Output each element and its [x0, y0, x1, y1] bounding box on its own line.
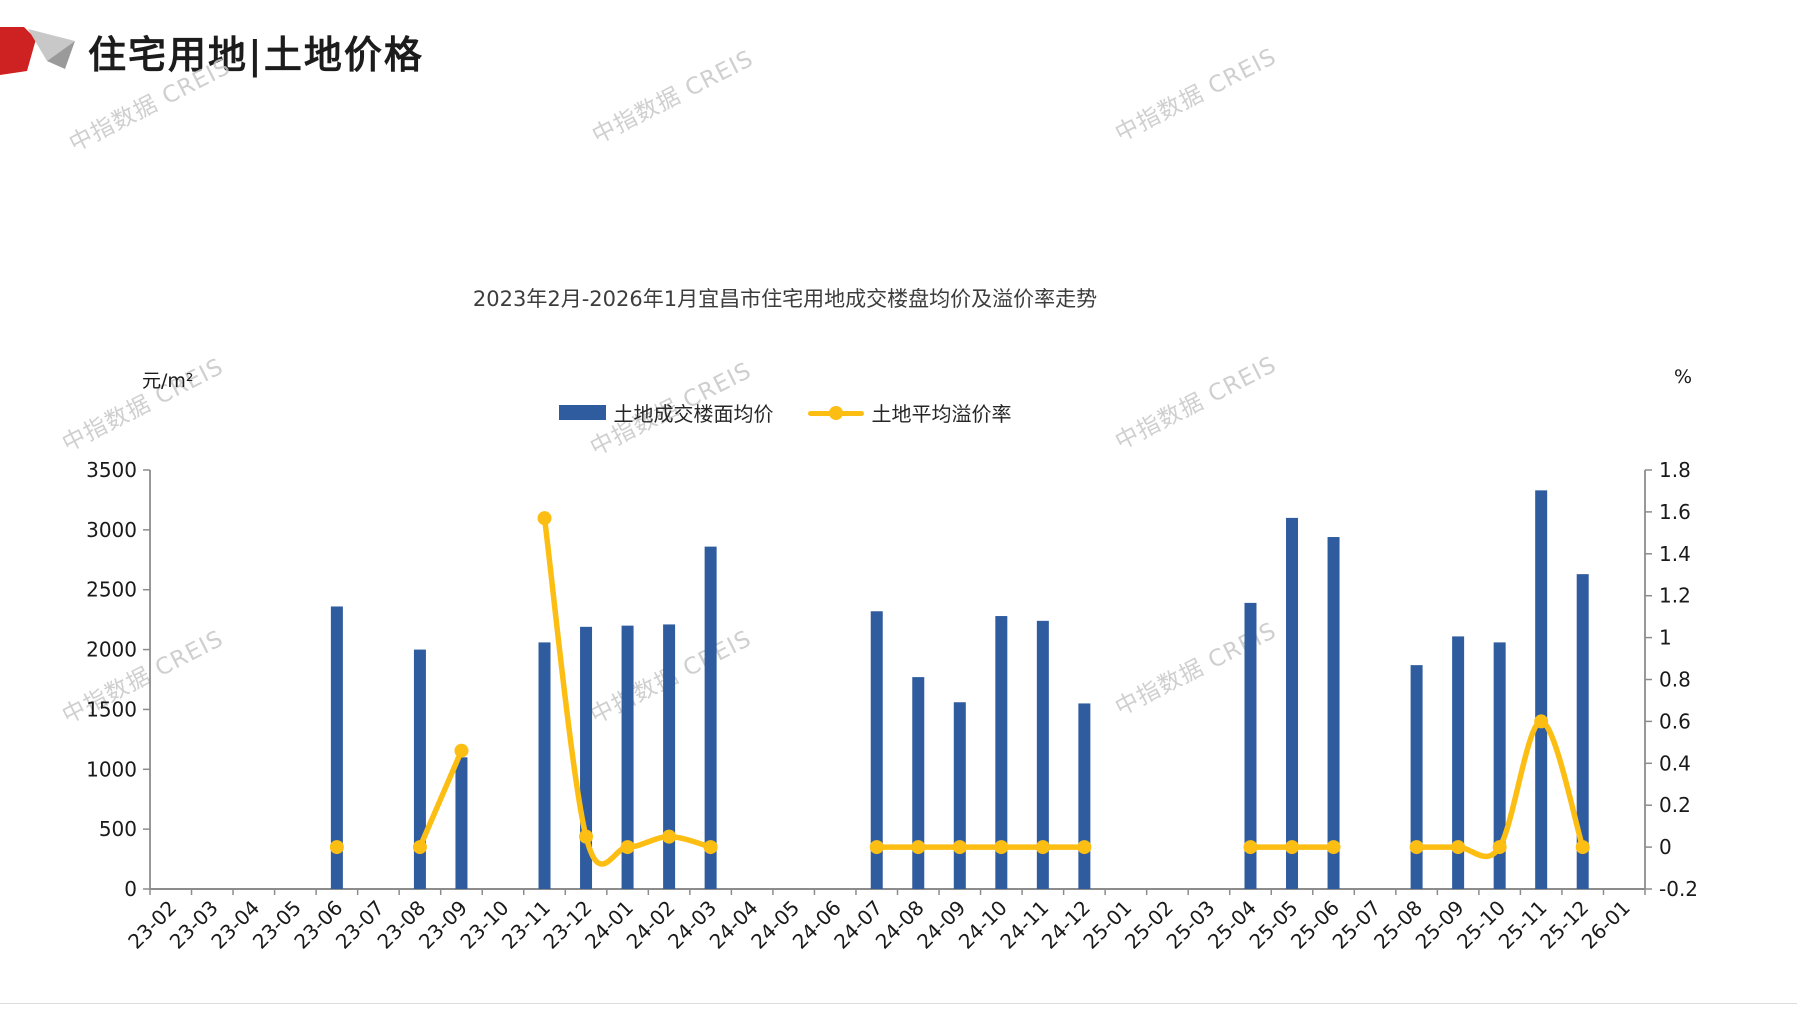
premium-rate-line: [329, 511, 1590, 867]
right-axis-tick-label: 1.6: [1659, 500, 1691, 524]
tick-marks: [143, 469, 1652, 895]
page-title: 住宅用地|土地价格: [88, 31, 424, 77]
right-axis-tick-label: -0.2: [1659, 877, 1698, 901]
left-axis-tick-label: 2500: [86, 578, 137, 602]
legend-item-line: 土地平均溢价率: [807, 398, 1012, 427]
premium-point-24-09: [952, 840, 967, 855]
premium-point-24-11: [1035, 840, 1050, 855]
premium-point-23-09: [454, 743, 469, 758]
bar-25-11: [1535, 490, 1548, 889]
bar-25-04: [1244, 602, 1257, 889]
bar-23-06: [330, 606, 343, 889]
right-axis-tick-label: 0: [1659, 835, 1672, 859]
chart-legend: 土地成交楼面均价 土地平均溢价率: [0, 398, 1570, 427]
left-axis-tick-label: 500: [99, 817, 137, 841]
bar-23-09: [455, 757, 468, 889]
footer-divider: [0, 1003, 1797, 1004]
bar-25-10: [1493, 642, 1506, 889]
premium-point-25-05: [1285, 840, 1300, 855]
premium-point-25-11: [1534, 714, 1549, 729]
right-axis-tick-label: 0.8: [1659, 668, 1691, 692]
bar-24-03: [704, 546, 717, 889]
premium-point-25-06: [1326, 840, 1341, 855]
premium-point-24-03: [703, 840, 718, 855]
bar-24-11: [1036, 620, 1049, 889]
left-axis-unit: 元/m²: [142, 370, 194, 392]
line-series-label: 土地平均溢价率: [871, 402, 1012, 426]
left-axis-tick-label: 3500: [86, 458, 137, 482]
right-axis-tick-label: 0.4: [1659, 751, 1691, 775]
premium-point-23-08: [412, 840, 427, 855]
premium-point-24-10: [994, 840, 1009, 855]
premium-point-25-08: [1409, 840, 1424, 855]
right-axis-tick-label: 1: [1659, 626, 1672, 650]
premium-point-23-06: [329, 840, 344, 855]
bars-series: [330, 490, 1589, 889]
left-axis-tick-label: 1500: [86, 697, 137, 721]
bar-24-01: [621, 625, 634, 889]
left-axis-tick-label: 1000: [86, 757, 137, 781]
premium-point-25-04: [1243, 840, 1258, 855]
right-axis-unit: %: [1674, 366, 1693, 388]
right-axis-tick-label: 1.8: [1659, 458, 1691, 482]
premium-point-25-09: [1451, 840, 1466, 855]
left-axis-tick-label: 3000: [86, 518, 137, 542]
left-axis-tick-label: 2000: [86, 638, 137, 662]
page-header: 住宅用地|土地价格: [0, 16, 424, 86]
bar-24-12: [1078, 703, 1091, 889]
right-axis-tick-label: 0.6: [1659, 709, 1691, 733]
premium-point-23-12: [579, 829, 594, 844]
right-axis-tick-label: 0.2: [1659, 793, 1691, 817]
premium-point-24-08: [911, 840, 926, 855]
bar-24-02: [663, 624, 676, 889]
premium-point-25-10: [1492, 840, 1507, 855]
premium-line-segment: [417, 747, 465, 850]
premium-point-24-12: [1077, 840, 1092, 855]
premium-point-25-12: [1575, 840, 1590, 855]
legend-item-bar: 土地成交楼面均价: [558, 398, 774, 427]
chart-title-wrap: 2023年2月-2026年1月宜昌市住宅用地成交楼盘均价及溢价率走势: [0, 283, 1570, 313]
bar-25-09: [1452, 636, 1465, 889]
bar-25-05: [1286, 517, 1299, 889]
right-axis-tick-label: 1.2: [1659, 584, 1691, 608]
line-series-swatch-icon: [807, 405, 864, 420]
right-axis-tick-label: 1.4: [1659, 542, 1691, 566]
bar-23-11: [538, 642, 551, 889]
bar-24-08: [912, 677, 925, 889]
bar-23-08: [413, 649, 426, 889]
chart-title: 2023年2月-2026年1月宜昌市住宅用地成交楼盘均价及溢价率走势: [472, 287, 1098, 311]
bar-24-09: [953, 702, 966, 889]
bar-24-07: [870, 611, 883, 889]
left-axis-tick-label: 0: [124, 877, 137, 901]
bar-series-label: 土地成交楼面均价: [613, 402, 774, 426]
bar-25-06: [1327, 537, 1340, 889]
premium-point-24-01: [620, 840, 635, 855]
bar-24-10: [995, 616, 1008, 889]
bar-25-12: [1576, 574, 1589, 889]
premium-point-23-11: [537, 511, 552, 526]
premium-point-24-07: [869, 840, 884, 855]
premium-point-24-02: [662, 829, 677, 844]
bar-25-08: [1410, 665, 1423, 889]
creis-logo-icon: [0, 27, 75, 75]
bar-series-swatch-icon: [558, 405, 606, 420]
x-axis-tick-label: 26-01: [1577, 896, 1635, 954]
